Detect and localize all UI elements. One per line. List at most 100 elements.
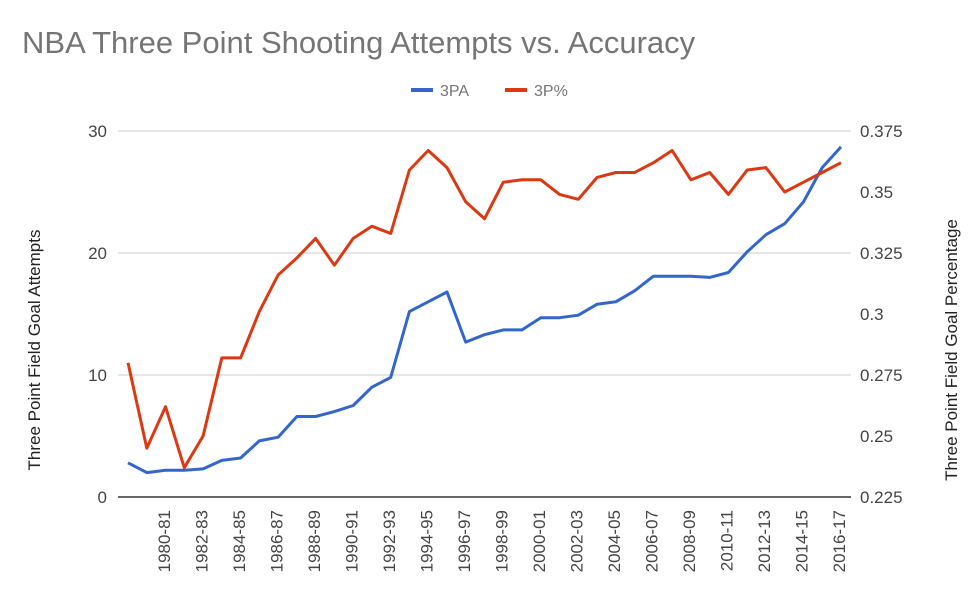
- data-point-3pa[interactable]: [783, 222, 786, 225]
- data-point-3p-pct[interactable]: [295, 256, 298, 259]
- data-point-3p-pct[interactable]: [821, 171, 824, 174]
- data-point-3p-pct[interactable]: [671, 149, 674, 152]
- data-point-3p-pct[interactable]: [220, 356, 223, 359]
- series-line-3p-pct[interactable]: [126, 149, 842, 470]
- data-point-3pa[interactable]: [314, 415, 317, 418]
- data-point-3pa[interactable]: [821, 166, 824, 169]
- data-point-3pa[interactable]: [464, 341, 467, 344]
- data-point-3p-pct[interactable]: [333, 264, 336, 267]
- data-point-3p-pct[interactable]: [258, 310, 261, 313]
- data-point-3pa[interactable]: [483, 333, 486, 336]
- data-point-3pa[interactable]: [840, 145, 843, 148]
- data-point-3p-pct[interactable]: [577, 198, 580, 201]
- data-point-3pa[interactable]: [521, 328, 524, 331]
- data-point-3p-pct[interactable]: [277, 273, 280, 276]
- data-point-3p-pct[interactable]: [746, 169, 749, 172]
- data-point-3pa[interactable]: [427, 300, 430, 303]
- data-point-3pa[interactable]: [633, 289, 636, 292]
- data-point-3p-pct[interactable]: [689, 178, 692, 181]
- data-point-3p-pct[interactable]: [614, 171, 617, 174]
- series-lines: [126, 145, 843, 475]
- data-point-3pa[interactable]: [727, 271, 730, 274]
- data-point-3pa[interactable]: [127, 461, 130, 464]
- data-point-3p-pct[interactable]: [464, 200, 467, 203]
- data-point-3p-pct[interactable]: [427, 149, 430, 152]
- data-point-3p-pct[interactable]: [802, 181, 805, 184]
- data-point-3p-pct[interactable]: [558, 193, 561, 196]
- data-point-3pa[interactable]: [802, 200, 805, 203]
- data-point-3p-pct[interactable]: [483, 217, 486, 220]
- data-point-3p-pct[interactable]: [502, 181, 505, 184]
- data-point-3p-pct[interactable]: [370, 225, 373, 228]
- left-tick-label: 10: [88, 366, 107, 385]
- data-point-3p-pct[interactable]: [164, 405, 167, 408]
- data-point-3p-pct[interactable]: [783, 191, 786, 194]
- data-point-3pa[interactable]: [445, 291, 448, 294]
- data-point-3p-pct[interactable]: [539, 178, 542, 181]
- data-point-3pa[interactable]: [164, 469, 167, 472]
- data-point-3pa[interactable]: [258, 439, 261, 442]
- data-point-3p-pct[interactable]: [145, 447, 148, 450]
- legend-item-3p-pct[interactable]: 3P%: [505, 83, 568, 100]
- data-point-3p-pct[interactable]: [389, 232, 392, 235]
- data-point-3pa[interactable]: [239, 456, 242, 459]
- data-point-3pa[interactable]: [558, 316, 561, 319]
- data-point-3pa[interactable]: [145, 471, 148, 474]
- data-point-3p-pct[interactable]: [633, 171, 636, 174]
- chart-title: NBA Three Point Shooting Attempts vs. Ac…: [22, 25, 696, 60]
- data-point-3pa[interactable]: [202, 467, 205, 470]
- right-tick-label: 0.225: [860, 488, 903, 507]
- data-point-3pa[interactable]: [671, 275, 674, 278]
- data-point-3p-pct[interactable]: [352, 237, 355, 240]
- data-point-3pa[interactable]: [295, 415, 298, 418]
- legend-label-3p-pct: 3P%: [534, 83, 568, 100]
- x-tick-label: 2004-05: [605, 510, 624, 572]
- data-point-3pa[interactable]: [614, 300, 617, 303]
- right-tick-label: 0.25: [860, 427, 893, 446]
- data-point-3p-pct[interactable]: [445, 166, 448, 169]
- data-point-3pa[interactable]: [333, 410, 336, 413]
- data-point-3pa[interactable]: [389, 376, 392, 379]
- legend-item-3pa[interactable]: 3PA: [411, 83, 469, 100]
- data-point-3pa[interactable]: [408, 310, 411, 313]
- data-point-3p-pct[interactable]: [314, 237, 317, 240]
- data-point-3p-pct[interactable]: [764, 166, 767, 169]
- data-point-3p-pct[interactable]: [239, 356, 242, 359]
- legend-label-3pa: 3PA: [440, 83, 469, 100]
- data-point-3p-pct[interactable]: [521, 178, 524, 181]
- x-tick-label: 1980-81: [155, 510, 174, 572]
- data-point-3pa[interactable]: [577, 314, 580, 317]
- data-point-3p-pct[interactable]: [183, 466, 186, 469]
- data-point-3p-pct[interactable]: [596, 176, 599, 179]
- x-tick-label: 1996-97: [455, 510, 474, 572]
- data-point-3pa[interactable]: [764, 233, 767, 236]
- data-point-3p-pct[interactable]: [202, 435, 205, 438]
- x-tick-label: 1988-89: [305, 510, 324, 572]
- data-point-3pa[interactable]: [708, 276, 711, 279]
- series-line-3pa[interactable]: [127, 145, 843, 475]
- data-point-3p-pct[interactable]: [708, 171, 711, 174]
- data-point-3pa[interactable]: [502, 328, 505, 331]
- x-tick-label: 2010-11: [718, 510, 737, 571]
- data-point-3p-pct[interactable]: [127, 361, 130, 364]
- data-point-3p-pct[interactable]: [840, 161, 843, 164]
- left-axis-ticks: 0 10 20 30: [88, 122, 107, 507]
- data-point-3pa[interactable]: [596, 303, 599, 306]
- legend[interactable]: 3PA 3P%: [411, 83, 568, 100]
- data-point-3pa[interactable]: [652, 275, 655, 278]
- left-tick-label: 20: [88, 244, 107, 263]
- data-point-3pa[interactable]: [746, 250, 749, 253]
- data-point-3pa[interactable]: [370, 386, 373, 389]
- data-point-3p-pct[interactable]: [727, 193, 730, 196]
- x-tick-label: 2002-03: [568, 510, 587, 572]
- data-point-3pa[interactable]: [352, 404, 355, 407]
- data-point-3pa[interactable]: [689, 275, 692, 278]
- x-tick-label: 1986-87: [267, 510, 286, 572]
- right-axis-ticks: 0.225 0.25 0.275 0.3 0.325 0.35 0.375: [860, 122, 903, 507]
- data-point-3pa[interactable]: [220, 459, 223, 462]
- data-point-3p-pct[interactable]: [408, 169, 411, 172]
- data-point-3pa[interactable]: [539, 316, 542, 319]
- data-point-3pa[interactable]: [277, 436, 280, 439]
- data-point-3p-pct[interactable]: [652, 161, 655, 164]
